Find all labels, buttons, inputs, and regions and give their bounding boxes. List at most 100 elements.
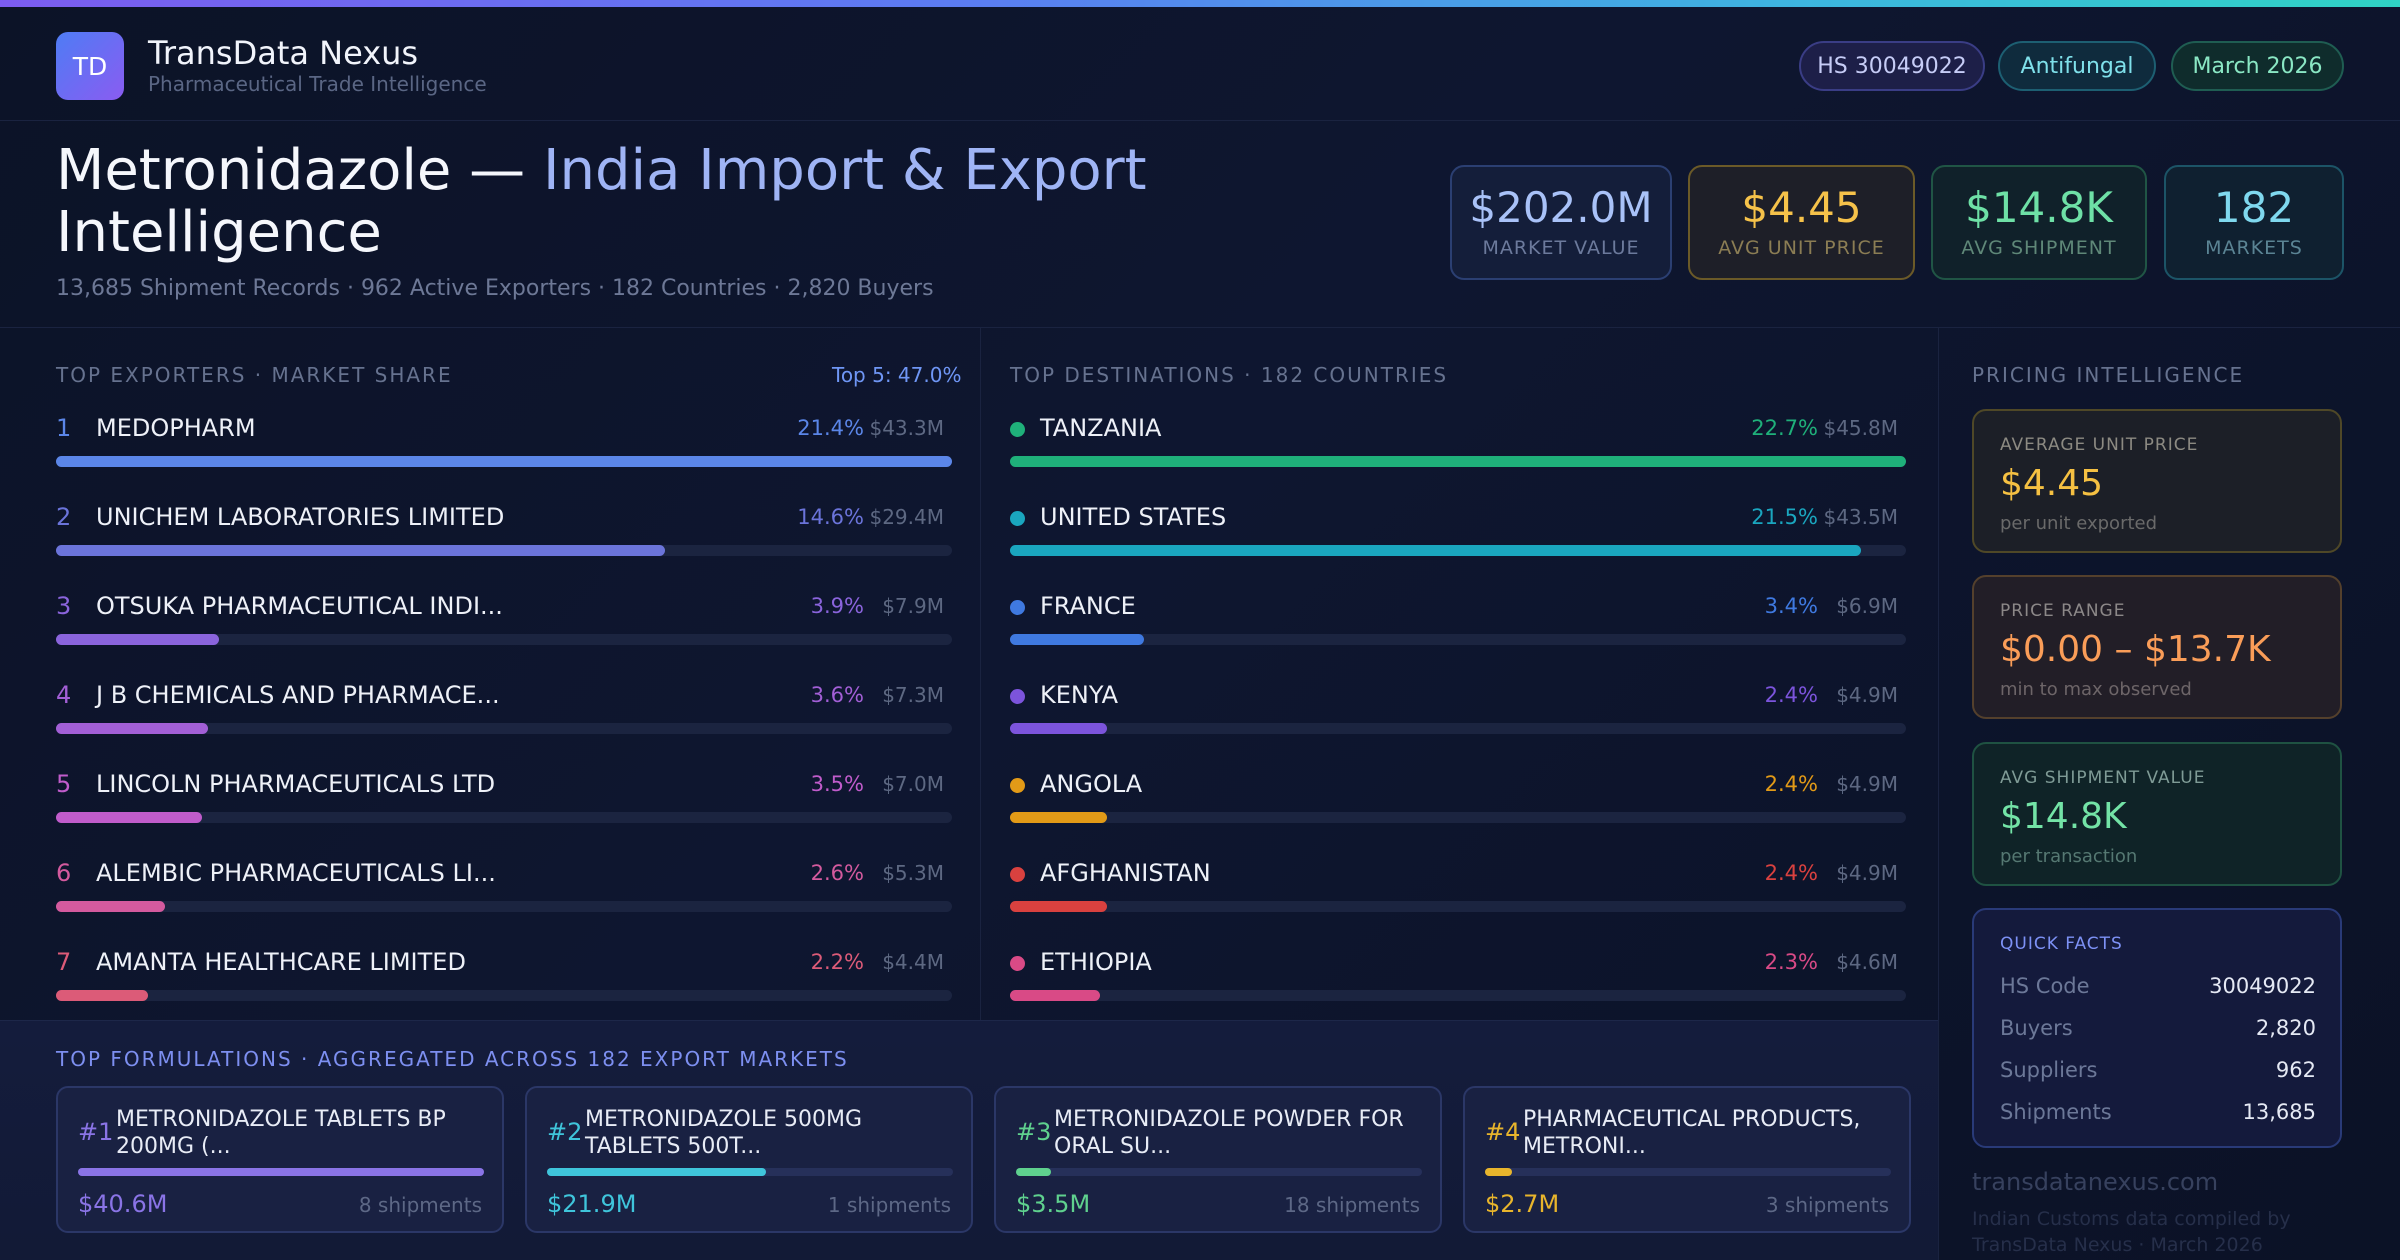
destination-name: ETHIOPIA xyxy=(1040,948,1152,976)
destination-row[interactable]: TANZANIA 22.7% $45.8M xyxy=(1010,414,1906,474)
exporter-row[interactable]: 1 MEDOPHARM 21.4% $43.3M xyxy=(56,414,952,474)
avg-unit-price-card: AVERAGE UNIT PRICE $4.45 per unit export… xyxy=(1972,409,2342,553)
card-subtitle: per unit exported xyxy=(2000,513,2158,534)
accent-bar xyxy=(0,0,2400,7)
exporter-row[interactable]: 5 LINCOLN PHARMACEUTICALS LTD 3.5% $7.0M xyxy=(56,770,952,830)
exporter-row[interactable]: 3 OTSUKA PHARMACEUTICAL INDI... 3.9% $7.9M xyxy=(56,592,952,652)
destination-dot xyxy=(1010,422,1025,437)
formulation-card[interactable]: #1 METRONIDAZOLE TABLETS BP 200MG (... $40… xyxy=(56,1086,504,1233)
exporter-row[interactable]: 7 AMANTA HEALTHCARE LIMITED 2.2% $4.4M xyxy=(56,948,952,1008)
exporter-amount: $7.0M xyxy=(882,772,944,796)
destination-amount: $6.9M xyxy=(1836,594,1898,618)
destination-amount: $4.9M xyxy=(1836,683,1898,707)
destination-share-pct: 2.4% xyxy=(1764,683,1818,707)
exporter-share-pct: 3.5% xyxy=(810,772,864,796)
exporter-share-bar xyxy=(56,901,952,912)
destination-row[interactable]: ETHIOPIA 2.3% $4.6M xyxy=(1010,948,1906,1008)
exporter-name: J B CHEMICALS AND PHARMACE... xyxy=(96,681,500,709)
destination-share-bar xyxy=(1010,545,1906,556)
footer-site-link[interactable]: transdatanexus.com xyxy=(1972,1168,2219,1196)
exporter-name: AMANTA HEALTHCARE LIMITED xyxy=(96,948,466,976)
destination-row[interactable]: AFGHANISTAN 2.4% $4.9M xyxy=(1010,859,1906,919)
destination-amount: $45.8M xyxy=(1823,416,1898,440)
destination-share-bar xyxy=(1010,723,1906,734)
brand-initials: TD xyxy=(72,51,108,81)
formulation-rank: #3 xyxy=(1016,1118,1052,1146)
formulation-shipments: 8 shipments xyxy=(358,1193,482,1217)
exporter-amount: $7.9M xyxy=(882,594,944,618)
kpi-label: MARKETS xyxy=(2205,237,2303,259)
category-pill[interactable]: Antifungal xyxy=(1998,41,2156,91)
destination-dot xyxy=(1010,778,1025,793)
formulations-section-label: TOP FORMULATIONS · AGGREGATED ACROSS 182… xyxy=(56,1047,849,1071)
exporter-row[interactable]: 2 UNICHEM LABORATORIES LIMITED 14.6% $29.4M xyxy=(56,503,952,563)
kpi-markets: 182 MARKETS xyxy=(2164,165,2344,280)
exporter-share-pct: 3.9% xyxy=(810,594,864,618)
formulation-value: $2.7M xyxy=(1485,1190,1560,1218)
destination-name: KENYA xyxy=(1040,681,1119,709)
kpi-label: MARKET VALUE xyxy=(1482,237,1640,259)
exporter-share-fill xyxy=(56,901,166,912)
fact-value: 30049022 xyxy=(2209,974,2316,998)
fact-label: Shipments xyxy=(2000,1100,2112,1124)
exporter-share-fill xyxy=(56,812,203,823)
destination-share-bar xyxy=(1010,456,1906,467)
formulation-card[interactable]: #3 METRONIDAZOLE POWDER FOR ORAL SU... $3.… xyxy=(994,1086,1442,1233)
destination-name: FRANCE xyxy=(1040,592,1136,620)
exporter-share-fill xyxy=(56,990,149,1001)
fact-row: Shipments 13,685 xyxy=(2000,1100,2316,1130)
destination-row[interactable]: KENYA 2.4% $4.9M xyxy=(1010,681,1906,741)
page-subtitle: 13,685 Shipment Records · 962 Active Exp… xyxy=(56,276,934,301)
destination-amount: $4.6M xyxy=(1836,950,1898,974)
exporter-row[interactable]: 6 ALEMBIC PHARMACEUTICALS LI... 2.6% $5.3M xyxy=(56,859,952,919)
exporter-amount: $43.3M xyxy=(869,416,944,440)
brand-logo[interactable]: TD xyxy=(56,32,124,100)
hs-code-pill[interactable]: HS 30049022 xyxy=(1799,41,1985,91)
kpi-value: 182 xyxy=(2213,183,2295,232)
formulation-card[interactable]: #2 METRONIDAZOLE 500MG TABLETS 500T... $21… xyxy=(525,1086,973,1233)
destination-dot xyxy=(1010,956,1025,971)
destination-row[interactable]: ANGOLA 2.4% $4.9M xyxy=(1010,770,1906,830)
period-pill[interactable]: March 2026 xyxy=(2171,41,2344,91)
kpi-label: AVG UNIT PRICE xyxy=(1718,237,1885,259)
exporter-share-bar xyxy=(56,723,952,734)
exporter-name: LINCOLN PHARMACEUTICALS LTD xyxy=(96,770,496,798)
card-subtitle: min to max observed xyxy=(2000,679,2192,700)
fact-row: Buyers 2,820 xyxy=(2000,1016,2316,1046)
exporters-section-label: TOP EXPORTERS · MARKET SHARE xyxy=(56,363,453,387)
exporter-name: OTSUKA PHARMACEUTICAL INDI... xyxy=(96,592,503,620)
destination-row[interactable]: UNITED STATES 21.5% $43.5M xyxy=(1010,503,1906,563)
destination-amount: $43.5M xyxy=(1823,505,1898,529)
destination-share-bar xyxy=(1010,901,1906,912)
price-range-card: PRICE RANGE $0.00 – $13.7K min to max ob… xyxy=(1972,575,2342,719)
exporter-rank: 6 xyxy=(56,859,72,887)
destination-row[interactable]: FRANCE 3.4% $6.9M xyxy=(1010,592,1906,652)
kpi-value: $14.8K xyxy=(1965,183,2113,232)
formulation-value: $3.5M xyxy=(1016,1190,1091,1218)
formulation-card[interactable]: #4 PHARMACEUTICAL PRODUCTS, METRONI... $2.… xyxy=(1463,1086,1911,1233)
destination-share-pct: 2.4% xyxy=(1764,772,1818,796)
avg-shipment-value-card: AVG SHIPMENT VALUE $14.8K per transactio… xyxy=(1972,742,2342,886)
fact-row: Suppliers 962 xyxy=(2000,1058,2316,1088)
exporter-amount: $4.4M xyxy=(882,950,944,974)
exporter-amount: $7.3M xyxy=(882,683,944,707)
title-tail: Intelligence xyxy=(56,200,382,265)
exporter-rank: 4 xyxy=(56,681,72,709)
formulation-rank: #1 xyxy=(78,1118,114,1146)
exporter-share-fill xyxy=(56,545,666,556)
formulation-rank: #2 xyxy=(547,1118,583,1146)
exporter-amount: $5.3M xyxy=(882,861,944,885)
kpi-avg-shipment: $14.8K AVG SHIPMENT xyxy=(1931,165,2147,280)
fact-label: Suppliers xyxy=(2000,1058,2098,1082)
exporter-share-pct: 3.6% xyxy=(810,683,864,707)
destination-share-pct: 22.7% xyxy=(1751,416,1818,440)
formulation-value: $40.6M xyxy=(78,1190,168,1218)
destinations-section-label: TOP DESTINATIONS · 182 COUNTRIES xyxy=(1010,363,1449,387)
destination-dot xyxy=(1010,689,1025,704)
kpi-label: AVG SHIPMENT xyxy=(1961,237,2117,259)
title-accent: India Import & Export xyxy=(542,138,1147,203)
exporter-row[interactable]: 4 J B CHEMICALS AND PHARMACE... 3.6% $7.3M xyxy=(56,681,952,741)
exporter-rank: 5 xyxy=(56,770,72,798)
formulation-name: METRONIDAZOLE POWDER FOR ORAL SU... xyxy=(1054,1107,1404,1159)
app-header: TD TransData Nexus Pharmaceutical Trade … xyxy=(0,7,2400,121)
